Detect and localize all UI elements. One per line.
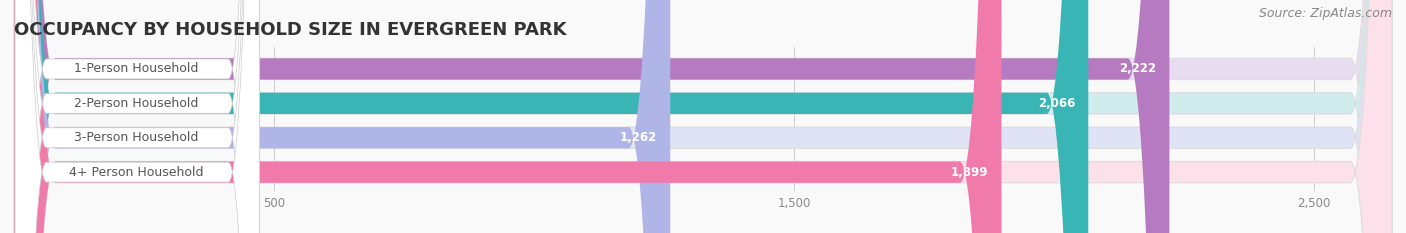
Text: 1,262: 1,262 [620, 131, 657, 144]
Text: Source: ZipAtlas.com: Source: ZipAtlas.com [1258, 7, 1392, 20]
FancyBboxPatch shape [15, 0, 260, 233]
Text: 4+ Person Household: 4+ Person Household [69, 166, 204, 179]
FancyBboxPatch shape [14, 0, 1392, 233]
Text: 2-Person Household: 2-Person Household [75, 97, 198, 110]
FancyBboxPatch shape [14, 0, 1392, 233]
Text: 3-Person Household: 3-Person Household [75, 131, 198, 144]
FancyBboxPatch shape [14, 0, 1392, 233]
Text: 1-Person Household: 1-Person Household [75, 62, 198, 75]
Text: 2,222: 2,222 [1119, 62, 1156, 75]
FancyBboxPatch shape [14, 0, 1170, 233]
FancyBboxPatch shape [14, 0, 671, 233]
Text: OCCUPANCY BY HOUSEHOLD SIZE IN EVERGREEN PARK: OCCUPANCY BY HOUSEHOLD SIZE IN EVERGREEN… [14, 21, 567, 39]
FancyBboxPatch shape [15, 0, 260, 233]
Text: 2,066: 2,066 [1038, 97, 1076, 110]
FancyBboxPatch shape [15, 0, 260, 233]
FancyBboxPatch shape [15, 0, 260, 233]
FancyBboxPatch shape [14, 0, 1392, 233]
Text: 1,899: 1,899 [950, 166, 988, 179]
FancyBboxPatch shape [14, 0, 1001, 233]
FancyBboxPatch shape [14, 0, 1088, 233]
